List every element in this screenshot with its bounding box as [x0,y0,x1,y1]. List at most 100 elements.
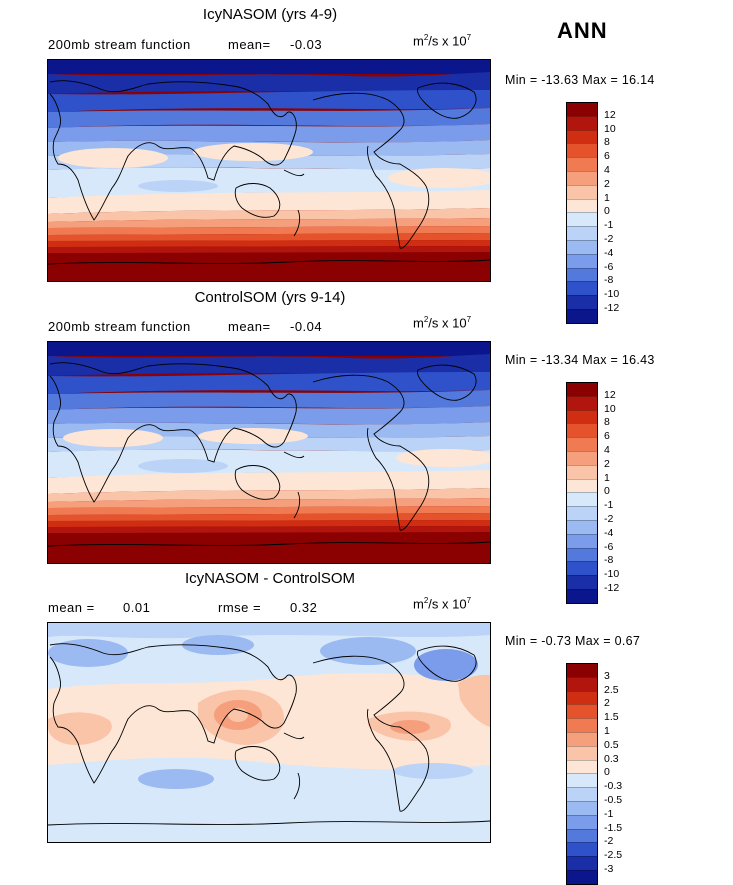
colorbar-tick-label: 8 [604,136,610,149]
colorbar-tick-label: 0 [604,766,610,779]
colorbar-tick-label: -10 [604,568,620,581]
colorbar-tick-label: 2 [604,177,610,190]
map-canvas [48,342,490,563]
units-label: m2/s x 107 [413,315,472,331]
colorbar-swatch [567,828,597,843]
season-label: ANN [557,18,608,43]
colorbar-swatch [567,869,597,884]
colorbar-swatch [567,295,597,309]
colorbar-tick-label: 6 [604,430,610,443]
colorbar-swatch [567,157,597,171]
colorbar-tick-label: 1 [604,191,610,204]
field-label: 200mb stream function [48,319,191,334]
colorbar-tick-label: 10 [604,402,616,415]
mean-value: 0.01 [123,600,151,615]
colorbar-swatch [567,800,597,815]
stream-function-map-controlsom [47,341,491,564]
colorbar-tick-label: -1.5 [604,821,623,834]
colorbar-swatch [567,103,597,116]
colorbar-tick-label: 4 [604,164,610,176]
colorbar-swatch [567,239,597,254]
colorbar-tick-label: -4 [604,246,614,259]
min-max-readout: Min = -13.34 Max = 16.43 [505,353,655,367]
colorbar-swatch [567,492,597,507]
colorbar-swatch [567,115,597,130]
colorbar-swatch [567,478,597,493]
colorbar-tick-label: 0 [604,205,610,218]
colorbar-tick-label: 0.3 [604,752,619,765]
min-max-readout: Min = -13.63 Max = 16.14 [505,73,655,87]
colorbar-tick-label: -2 [604,835,614,848]
colorbar-icynasom [566,102,598,324]
colorbar-tick-label: -6 [604,260,614,273]
colorbar-difference [566,663,598,885]
colorbar-swatch [567,464,597,479]
colorbar-swatch [567,856,597,870]
colorbar-swatch [567,787,597,801]
colorbar-tick-label: 1.5 [604,711,619,724]
colorbar-swatch [567,184,597,199]
colorbar-tick-label: -3 [604,863,614,875]
colorbar-swatch [567,759,597,774]
units-label: m2/s x 107 [413,33,472,49]
colorbar-tick-label: 4 [604,444,610,456]
colorbar-tick-label: 1 [604,725,610,737]
colorbar-swatch [567,143,597,158]
colorbar-swatch [567,437,597,451]
colorbar-tick-label: -0.3 [604,780,623,793]
mean-label: mean = [48,600,95,615]
colorbar-tick-label: 2 [604,457,610,470]
colorbar-swatch [567,561,597,576]
mean-label: mean= [228,319,271,334]
colorbar-swatch [567,170,597,185]
colorbar-swatch [567,409,597,424]
colorbar-swatch [567,533,597,548]
map-canvas [48,623,490,842]
colorbar-swatch [567,731,597,746]
colorbar-swatch [567,773,597,788]
colorbar-swatch [567,690,597,705]
colorbar-tick-label: -1 [604,219,614,232]
colorbar-swatch [567,212,597,227]
colorbar-tick-label: -2 [604,233,614,245]
mean-value: -0.03 [290,37,323,52]
colorbar-swatch [567,814,597,829]
min-max-readout: Min = -0.73 Max = 0.67 [505,634,641,648]
colorbar-tick-label: 10 [604,122,616,135]
colorbar-tick-label: -6 [604,540,614,553]
colorbar-swatch [567,423,597,438]
colorbar-swatch [567,745,597,760]
colorbar-swatch [567,519,597,534]
colorbar-tick-label: -12 [604,302,620,314]
colorbar-swatch [567,664,597,677]
colorbar-tick-label: -2.5 [604,849,623,862]
colorbar-tick-label: -8 [604,554,614,567]
colorbar-swatch [567,267,597,282]
colorbar-swatch [567,575,597,589]
colorbar-tick-label: -10 [604,288,620,301]
colorbar-tick-label: 2 [604,697,610,710]
colorbar-tick-label: -8 [604,274,614,287]
mean-value: -0.04 [290,319,323,334]
rmse-value: 0.32 [290,600,318,615]
colorbar-swatch [567,281,597,296]
colorbar-tick-label: 8 [604,416,610,429]
colorbar-tick-label: -12 [604,582,620,594]
colorbar-tick-label: -1 [604,499,614,512]
colorbar-tick-label: 1 [604,471,610,484]
colorbar-swatch [567,383,597,396]
map-canvas [48,60,490,281]
colorbar-swatch [567,547,597,562]
colorbar-controlsom [566,382,598,604]
colorbar-swatch [567,450,597,465]
colorbar-tick-label: -2 [604,513,614,525]
colorbar-swatch [567,226,597,240]
colorbar-tick-label: 3 [604,669,610,682]
colorbar-swatch [567,676,597,691]
stream-function-difference-map [47,622,491,843]
colorbar-swatch [567,198,597,213]
panel-title: IcyNASOM - ControlSOM [184,570,356,587]
panel-title: ControlSOM (yrs 9-14) [194,289,346,306]
colorbar-swatch [567,588,597,603]
colorbar-tick-label: 2.5 [604,683,619,696]
